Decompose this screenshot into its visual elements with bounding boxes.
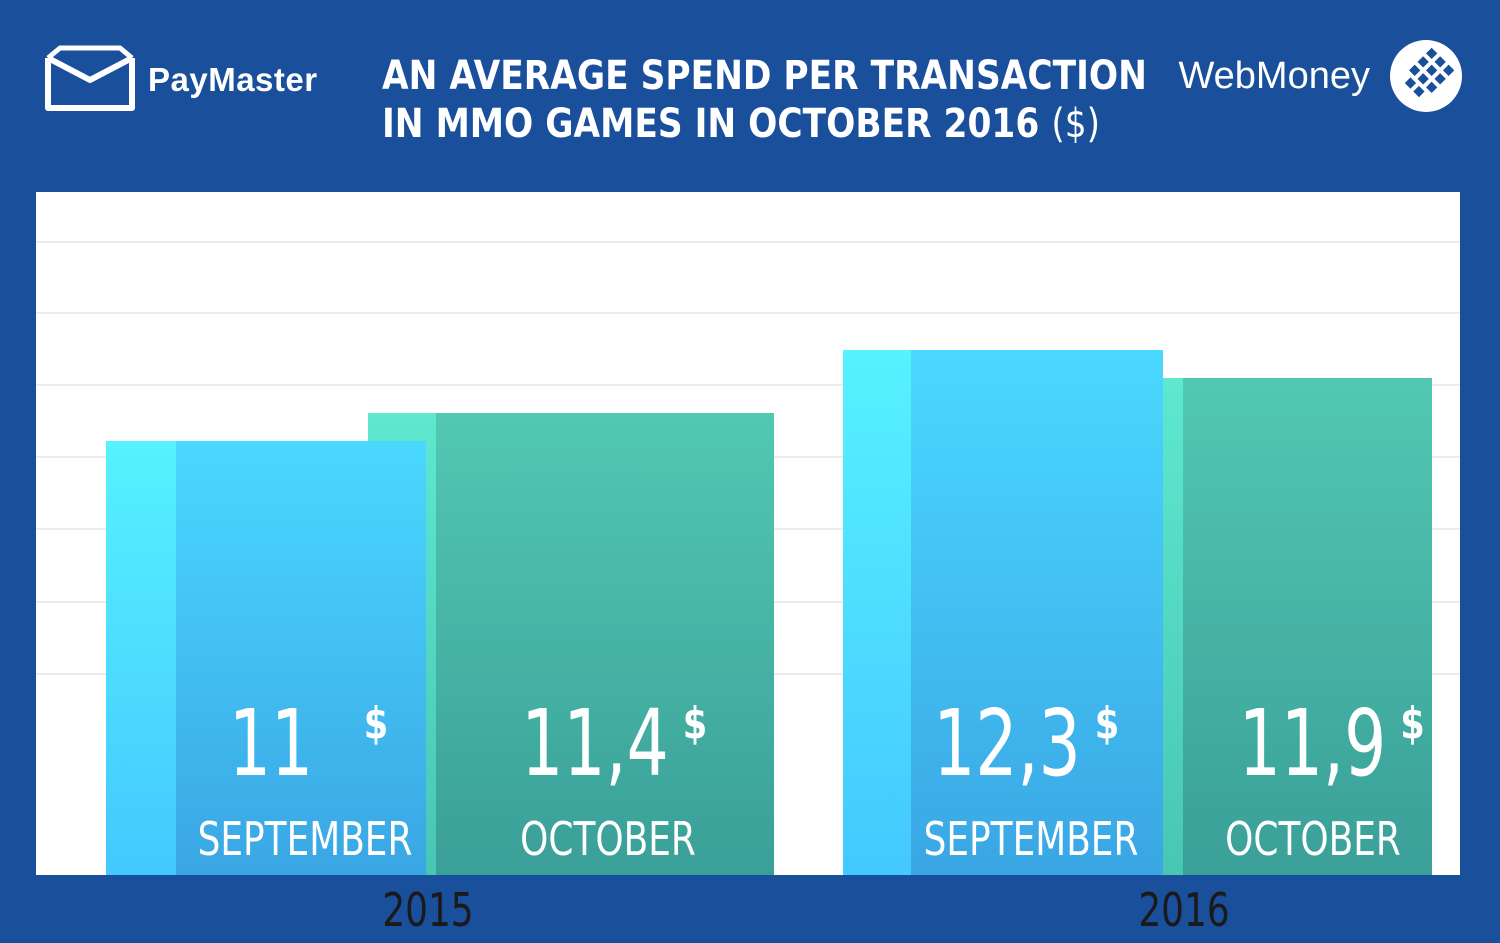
bar-october-2016 [1183,378,1432,875]
bar-category-label: OCTOBER [520,813,696,867]
bar-category-label: SEPTEMBER [924,813,1139,867]
bar-value-currency: $ [1095,698,1119,749]
bar-value-label: 11,4 [521,690,668,797]
webmoney-name: WebMoney [1178,54,1370,97]
bar-value-label: 11,9 [1239,690,1386,797]
bar-value-label: 12,3 [933,690,1080,797]
bar-october-side [1163,378,1183,875]
bar-october-2015 [436,413,774,875]
bar-september-2016 [911,350,1163,875]
webmoney-brand: WebMoney [1178,38,1464,114]
bar-value-currency: $ [683,698,707,749]
bar-category-label: OCTOBER [1225,813,1401,867]
chart-title-line-2-text: IN MMO GAMES IN OCTOBER 2016 [382,101,1040,147]
paymaster-name: PayMaster [148,61,318,98]
chart-title-unit: ($) [1051,101,1101,147]
paymaster-logo-icon [45,45,135,111]
bar-september-side [106,441,176,875]
year-label: 2015 [382,884,473,938]
webmoney-logo-icon [1390,40,1462,112]
chart-title: AN AVERAGE SPEND PER TRANSACTION IN MMO … [382,52,1147,148]
chart-title-line-1: AN AVERAGE SPEND PER TRANSACTION [382,53,1147,99]
bar-category-label: SEPTEMBER [198,813,413,867]
bar-value-currency: $ [364,698,388,749]
year-label: 2016 [1138,884,1229,938]
bar-value-currency: $ [1400,698,1424,749]
paymaster-brand: PayMaster [44,44,318,116]
chart-title-line-2: IN MMO GAMES IN OCTOBER 2016 ($) [382,100,1147,148]
bar-september-side [843,350,911,875]
bar-september-2015 [176,441,426,875]
bar-value-label: 11 [229,690,313,797]
